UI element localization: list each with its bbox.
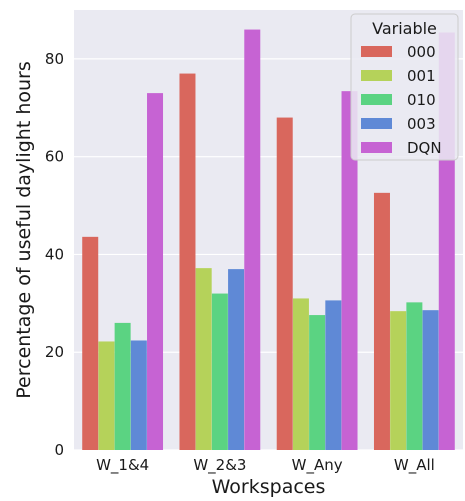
bar — [341, 91, 358, 451]
bar — [82, 236, 99, 450]
bars — [82, 29, 455, 451]
x-tick-label: W_All — [394, 456, 435, 475]
bar — [292, 298, 309, 450]
legend-swatch — [361, 118, 392, 129]
bar — [244, 29, 261, 451]
bar — [325, 300, 342, 450]
bar — [211, 293, 228, 450]
x-tick-label: W_1&4 — [96, 456, 149, 475]
legend-title: Variable — [372, 19, 437, 38]
legend-label: 010 — [407, 91, 436, 109]
x-tick-label: W_Any — [292, 456, 343, 475]
legend-label: 003 — [407, 115, 436, 133]
bar — [98, 341, 115, 450]
y-tick-label: 40 — [45, 245, 64, 263]
bar — [114, 322, 131, 450]
legend-swatch — [361, 94, 392, 105]
legend-swatch — [361, 70, 392, 81]
bar — [195, 268, 212, 450]
bar — [276, 117, 293, 451]
legend-swatch — [361, 142, 392, 153]
y-axis-label: Percentage of useful daylight hours — [13, 61, 35, 398]
y-axis-ticks: 0 20 40 60 80 — [45, 50, 64, 459]
bar — [373, 192, 390, 450]
legend-items: 000 001 010 003 DQN — [361, 43, 442, 157]
y-tick-label: 60 — [45, 148, 64, 166]
bar — [179, 73, 196, 451]
y-tick-label: 0 — [54, 441, 64, 459]
y-tick-label: 80 — [45, 50, 64, 68]
x-tick-label: W_2&3 — [193, 456, 246, 475]
x-axis-ticks: W_1&4 W_2&3 W_Any W_All — [96, 456, 435, 475]
legend: Variable 000 001 010 003 DQN — [350, 13, 459, 161]
bar — [228, 269, 245, 450]
bar — [390, 311, 407, 450]
bar — [130, 340, 147, 450]
bar — [422, 310, 439, 450]
legend-label: 000 — [407, 43, 436, 61]
legend-swatch — [361, 46, 392, 57]
bar — [147, 93, 164, 450]
bar — [406, 302, 423, 450]
bar — [309, 315, 326, 450]
y-tick-label: 20 — [45, 343, 64, 361]
legend-label: 001 — [407, 67, 436, 85]
legend-label: DQN — [407, 139, 442, 157]
x-axis-label: Workspaces — [212, 476, 326, 498]
